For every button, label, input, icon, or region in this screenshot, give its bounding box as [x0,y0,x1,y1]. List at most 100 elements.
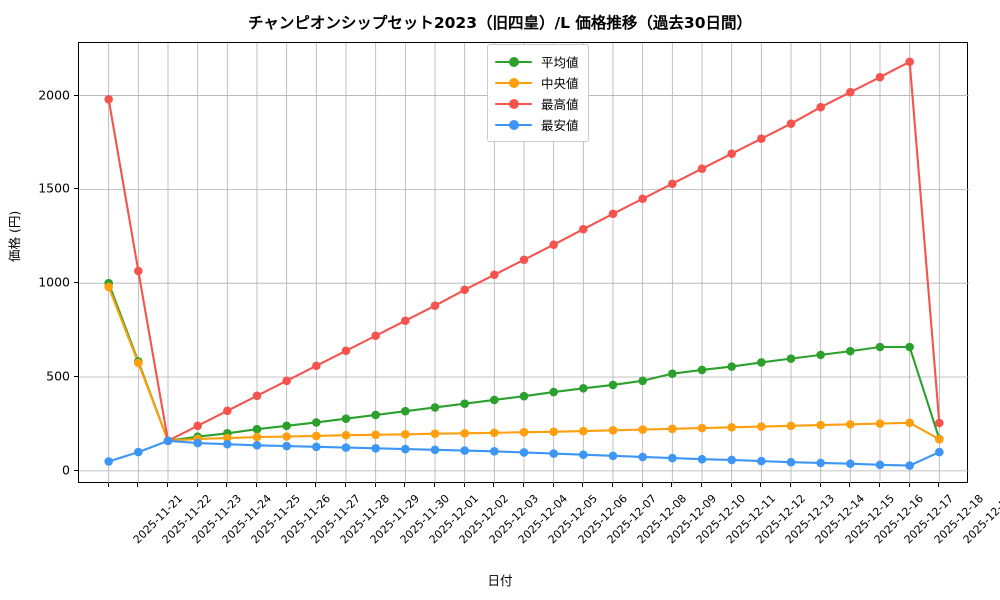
data-point [786,457,796,467]
data-point [905,461,914,470]
data-point [608,380,618,390]
data-point [846,459,855,469]
legend-swatch-icon [495,97,532,111]
x-tick-mark [730,483,732,487]
x-tick-mark [463,483,465,487]
data-point [697,365,707,375]
legend-label: 最高値 [541,97,579,112]
x-tick-mark [493,483,495,487]
data-point [490,270,499,280]
x-tick-mark [582,483,584,487]
data-point [786,119,796,128]
data-point [460,429,469,438]
data-point [846,87,855,97]
x-tick-mark [256,483,257,487]
data-point [727,362,736,371]
data-point [608,451,618,461]
x-tick-mark [790,483,791,487]
data-point [638,376,647,386]
x-tick-mark [374,483,376,487]
legend-item-2[interactable]: 最高値 [495,93,579,114]
data-point [875,72,885,82]
data-point [341,430,351,440]
data-point [252,432,262,442]
data-point [223,433,232,443]
data-point [757,134,766,144]
data-point [460,446,469,455]
data-point [579,450,588,460]
data-point [223,439,232,449]
data-point [846,346,855,356]
data-point [846,420,855,429]
legend-item-1[interactable]: 中央値 [495,72,579,93]
data-point [460,399,469,408]
data-point [282,376,291,386]
data-point [430,403,440,412]
data-point [104,282,113,292]
data-point [935,418,944,428]
data-point [401,316,410,326]
data-point [282,441,291,451]
data-point [104,457,113,466]
data-point [875,460,885,470]
x-tick-mark [760,483,762,487]
x-tick-mark [434,483,435,487]
data-point [193,438,202,448]
x-tick-mark [908,483,910,487]
data-point [460,285,469,295]
data-point [252,391,262,401]
data-point [519,391,529,401]
data-point [727,423,736,432]
data-point [816,350,825,360]
y-tick-label: 0 [62,462,70,478]
x-tick-mark [107,483,109,487]
x-tick-mark [641,483,643,487]
data-point [786,354,796,363]
y-tick-mark [74,376,78,378]
data-point [816,102,825,112]
data-point [697,423,707,433]
data-point [312,361,321,371]
data-point [727,149,736,159]
data-point [638,194,647,204]
data-point [668,369,677,378]
data-point [371,444,380,453]
data-point [252,441,262,450]
data-point [519,427,529,437]
legend-label: 最安値 [541,118,579,133]
data-point [371,430,380,440]
x-tick-mark [345,483,346,487]
data-point [312,442,321,452]
y-tick-mark [74,282,78,284]
data-point [371,410,380,420]
x-tick-mark [196,483,198,487]
data-point [163,436,173,446]
data-point [757,456,766,466]
x-tick-mark [671,483,673,487]
y-tick-label: 500 [46,368,70,384]
y-tick-mark [74,188,78,190]
y-tick-label: 1500 [38,180,70,196]
data-point [401,444,410,454]
data-point [223,406,232,416]
data-point [312,431,321,441]
y-tick-label: 1000 [38,274,70,290]
x-tick-mark [938,483,940,487]
series-line-0 [107,282,941,442]
data-point [875,419,885,428]
legend-item-0[interactable]: 平均値 [495,51,579,72]
x-axis-label: 日付 [487,573,513,588]
data-point [727,455,736,465]
data-point [549,240,558,250]
data-point [341,414,351,423]
data-point [757,422,766,431]
x-tick-mark [552,483,554,487]
data-point [252,424,262,434]
x-tick-mark [285,483,287,487]
legend-swatch-icon [495,55,532,69]
x-tick-mark [523,483,524,487]
legend-item-3[interactable]: 最安値 [495,114,579,135]
x-tick-mark [404,483,406,487]
data-point [935,435,944,444]
